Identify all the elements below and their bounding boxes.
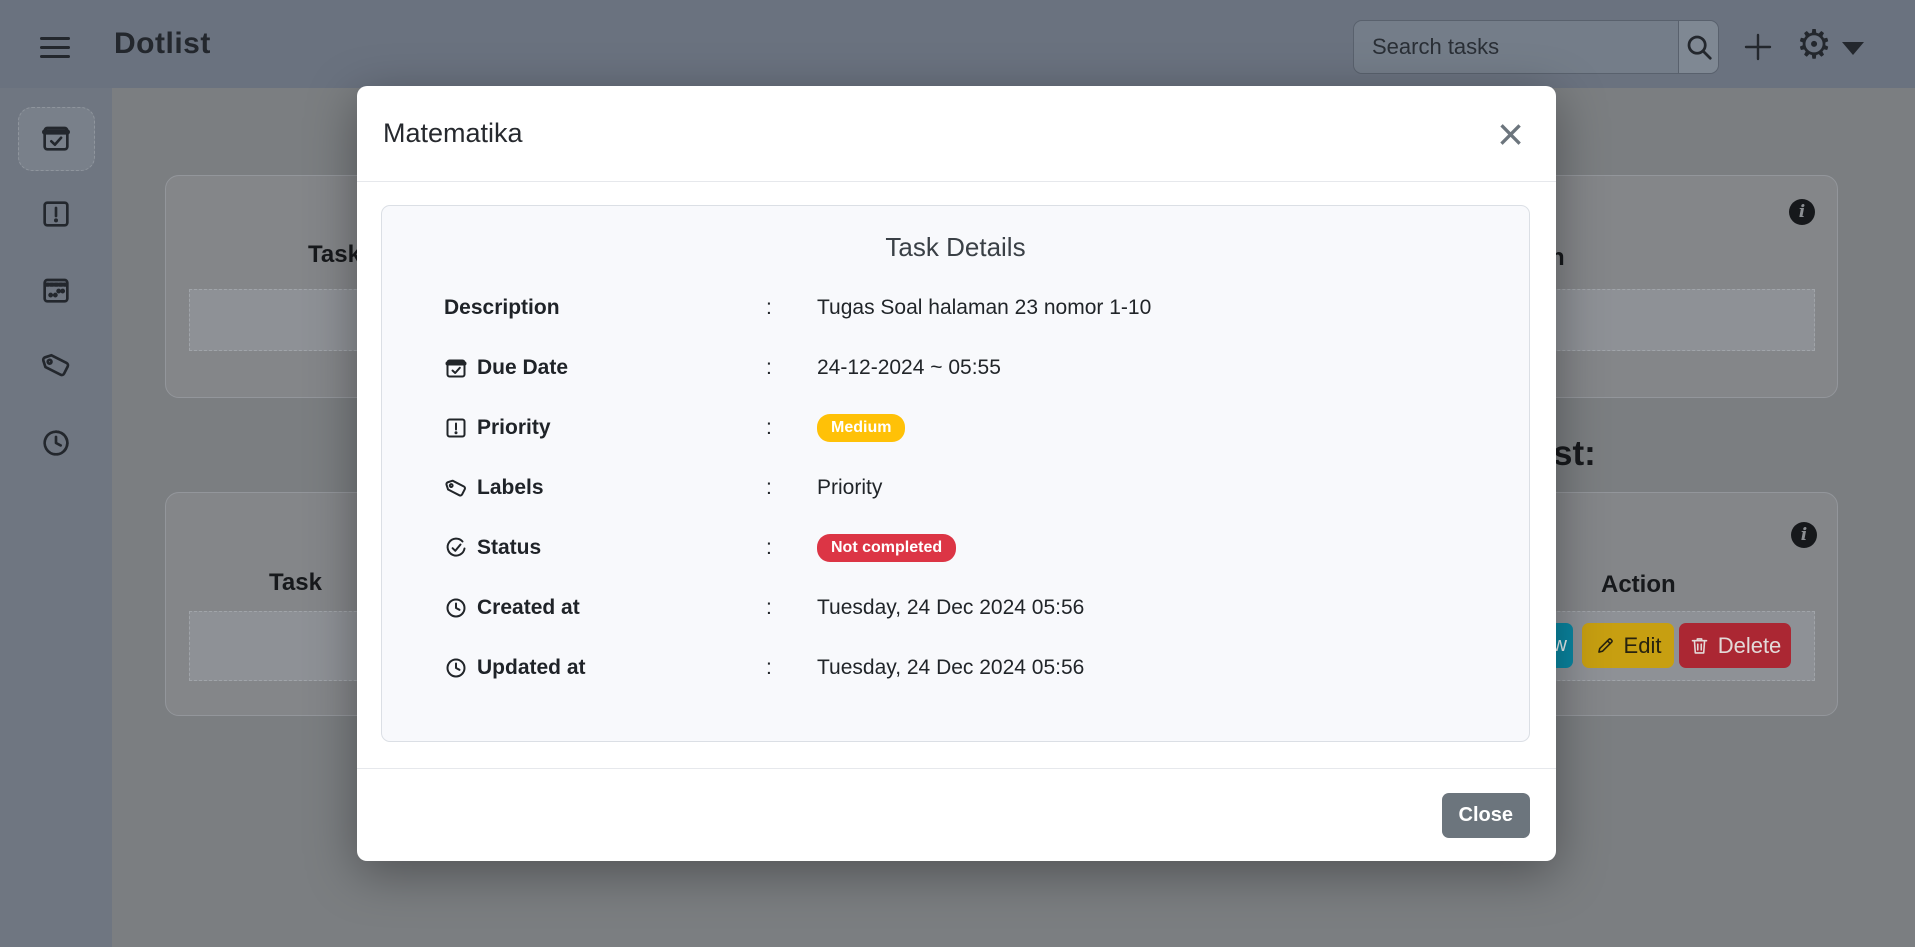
table-header-task: Task [269, 569, 322, 596]
check-circle-icon [446, 537, 466, 557]
table-header-action: Action [1601, 571, 1676, 598]
search-button[interactable] [1678, 21, 1718, 73]
detail-row-description: Description : Tugas Soal halaman 23 nomo… [382, 278, 1529, 338]
edit-button-label: Edit [1623, 632, 1662, 658]
row-label: Status [477, 536, 542, 559]
tag-icon [445, 479, 466, 497]
priority-badge: Medium [817, 414, 906, 442]
row-label: Description [444, 296, 560, 319]
chevron-down-icon [1842, 41, 1864, 55]
app-title: Dotlist [114, 27, 211, 60]
modal-title: Matematika [383, 118, 523, 148]
row-label: Labels [477, 476, 544, 499]
delete-button-label: Delete [1717, 632, 1782, 658]
search-input[interactable] [1354, 21, 1678, 73]
delete-button[interactable]: Delete [1679, 623, 1791, 668]
modal-header: Matematika × [357, 86, 1556, 182]
colon: : [766, 536, 772, 559]
row-value: Tugas Soal halaman 23 nomor 1-10 [817, 296, 1152, 319]
hamburger-menu-icon[interactable] [40, 37, 70, 60]
detail-row-due-date: Due Date : 24-12-2024 ~ 05:55 [382, 338, 1529, 398]
tag-icon [41, 353, 70, 377]
dropdown-caret-button[interactable] [1842, 41, 1864, 55]
plus-icon [1744, 33, 1772, 61]
top-navbar: Dotlist ⚙ [0, 0, 1915, 88]
detail-row-created-at: Created at : Tuesday, 24 Dec 2024 05:56 [382, 578, 1529, 638]
edit-button[interactable]: Edit [1582, 623, 1674, 668]
row-value: Priority [817, 476, 883, 499]
detail-row-updated-at: Updated at : Tuesday, 24 Dec 2024 05:56 [382, 638, 1529, 698]
view-button-label-fragment: w [1552, 634, 1567, 656]
exclamation-square-icon [446, 418, 466, 438]
sidebar-item-labels[interactable] [0, 333, 112, 397]
info-icon: i [1800, 525, 1808, 545]
search-icon [1687, 35, 1712, 60]
list-heading-fragment: st: [1553, 434, 1596, 473]
info-button[interactable]: i [1791, 522, 1817, 548]
sidebar-item-tasks[interactable] [0, 106, 112, 171]
detail-row-labels: Labels : Priority [382, 458, 1529, 518]
row-label: Due Date [477, 356, 569, 379]
details-rows: Description : Tugas Soal halaman 23 nomo… [382, 278, 1529, 698]
search-group [1353, 20, 1719, 74]
trash-icon [1691, 638, 1707, 654]
exclamation-square-icon [43, 201, 69, 227]
modal-footer: Close [357, 768, 1556, 861]
row-label: Priority [477, 416, 551, 439]
sidebar-item-priority[interactable] [0, 182, 112, 246]
modal-close-button[interactable]: × [1491, 111, 1530, 157]
row-value: Tuesday, 24 Dec 2024 05:56 [817, 596, 1085, 619]
calendar-dots-icon [43, 278, 69, 303]
gear-icon: ⚙ [1796, 23, 1832, 67]
row-label: Created at [477, 596, 580, 619]
detail-row-status: Status : Not completed [382, 518, 1529, 578]
settings-button[interactable]: ⚙ [1793, 21, 1835, 69]
colon: : [766, 356, 772, 379]
info-button[interactable]: i [1789, 199, 1815, 225]
task-details-card: Task Details Description : Tugas Soal ha… [381, 205, 1530, 742]
calendar-check-icon [445, 359, 467, 378]
colon: : [766, 296, 772, 319]
row-value: 24-12-2024 ~ 05:55 [817, 356, 1001, 379]
colon: : [766, 476, 772, 499]
sidebar [0, 88, 112, 947]
close-button[interactable]: Close [1441, 792, 1530, 838]
calendar-check-icon [42, 126, 70, 151]
status-badge: Not completed [817, 534, 957, 562]
colon: : [766, 656, 772, 679]
clock-icon [446, 658, 466, 678]
row-label: Updated at [477, 656, 586, 679]
details-title: Task Details [885, 232, 1026, 262]
info-icon: i [1798, 202, 1806, 222]
table-header-task: Task [308, 241, 361, 268]
add-task-button[interactable] [1738, 27, 1778, 67]
sidebar-item-notes[interactable] [0, 258, 112, 322]
sidebar-item-history[interactable] [0, 411, 112, 475]
clock-icon [446, 598, 466, 618]
clock-icon [43, 430, 69, 456]
colon: : [766, 596, 772, 619]
pencil-icon [1597, 638, 1613, 653]
task-details-modal: Matematika × Task Details Description : … [357, 86, 1556, 861]
detail-row-priority: Priority : Medium [382, 398, 1529, 458]
colon: : [766, 416, 772, 439]
close-icon: × [1497, 107, 1524, 160]
row-value: Tuesday, 24 Dec 2024 05:56 [817, 656, 1085, 679]
